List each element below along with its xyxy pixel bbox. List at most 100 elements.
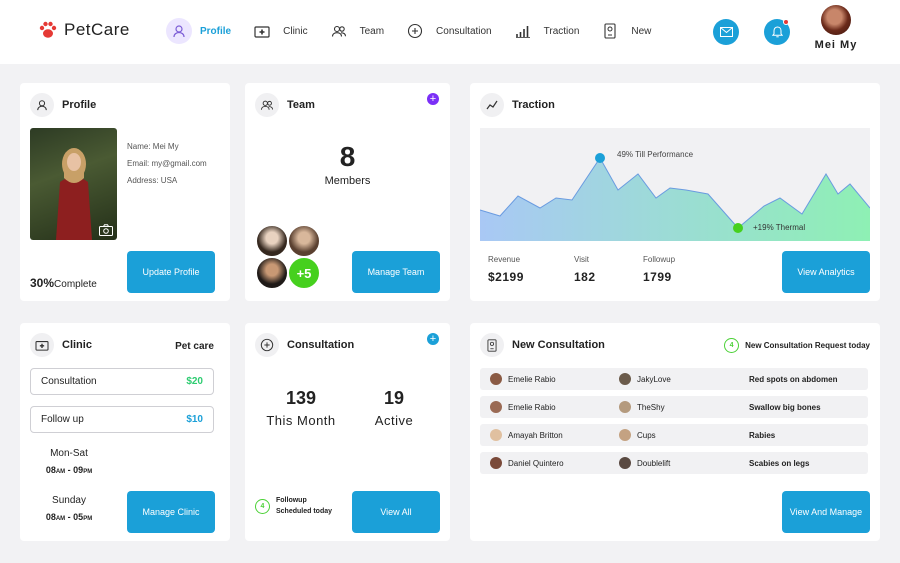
update-profile-button[interactable]: Update Profile bbox=[127, 251, 215, 293]
schedule-time: 08AM - 09PM bbox=[45, 465, 93, 475]
pet-cell: TheShy bbox=[619, 396, 665, 418]
owner-cell: Emelie Rabio bbox=[490, 368, 556, 390]
team-avatar[interactable] bbox=[255, 224, 289, 258]
stat-label: Active bbox=[374, 413, 414, 428]
issue-cell: Red spots on abdomen bbox=[749, 374, 838, 384]
traction-card: Traction 49% Till Performance +19% Therm… bbox=[470, 83, 880, 301]
pet-avatar bbox=[619, 401, 631, 413]
consultation-row[interactable]: Daniel Quintero Doublelift Scabies on le… bbox=[480, 452, 868, 474]
nav-item-team[interactable]: Team bbox=[326, 18, 402, 44]
nav-label: Consultation bbox=[436, 25, 492, 37]
stat-revenue: Revenue $2199 bbox=[488, 255, 524, 284]
new-document-icon bbox=[597, 18, 623, 44]
brand[interactable]: PetCare bbox=[38, 20, 130, 40]
stat-followup: Followup 1799 bbox=[643, 255, 675, 284]
notification-dot bbox=[783, 19, 789, 25]
service-name: Follow up bbox=[41, 414, 84, 425]
paw-logo-icon bbox=[39, 21, 57, 38]
view-and-manage-button[interactable]: View And Manage bbox=[782, 491, 870, 533]
add-consultation-button[interactable]: + bbox=[427, 333, 439, 345]
brand-name: PetCare bbox=[64, 20, 130, 39]
followup-count: 4 bbox=[255, 498, 270, 514]
pet-avatar bbox=[619, 457, 631, 469]
view-all-button[interactable]: View All bbox=[352, 491, 440, 533]
more-members-badge[interactable]: +5 bbox=[287, 256, 321, 290]
team-icon bbox=[326, 18, 352, 44]
avatar bbox=[821, 5, 851, 35]
stat-label: Revenue bbox=[488, 255, 521, 264]
peak-point[interactable] bbox=[595, 153, 605, 163]
manage-team-button[interactable]: Manage Team bbox=[352, 251, 440, 293]
consultation-row[interactable]: Emelie Rabio TheShy Swallow big bones bbox=[480, 396, 868, 418]
manage-clinic-button[interactable]: Manage Clinic bbox=[127, 491, 215, 533]
nav-label: New bbox=[631, 25, 652, 37]
stat-visit: Visit 182 bbox=[574, 255, 596, 284]
nav-label: Profile bbox=[200, 25, 232, 37]
card-header: Clinic bbox=[30, 333, 92, 357]
consultation-row[interactable]: Emelie Rabio JakyLove Red spots on abdom… bbox=[480, 368, 868, 390]
stat-label: This Month bbox=[266, 413, 336, 428]
team-avatar[interactable] bbox=[287, 224, 321, 258]
request-label: New Consultation Request today bbox=[745, 341, 870, 350]
user-menu[interactable]: Mei My bbox=[806, 5, 866, 51]
traction-area-chart bbox=[479, 153, 871, 241]
consultation-row[interactable]: Amayah Britton Cups Rabies bbox=[480, 424, 868, 446]
camera-icon[interactable] bbox=[99, 224, 113, 236]
nav-item-traction[interactable]: Traction bbox=[510, 18, 598, 44]
stat-value: 139 bbox=[285, 388, 317, 408]
new-requests-today: 4 New Consultation Request today bbox=[724, 338, 870, 353]
team-icon bbox=[255, 93, 279, 117]
schedule-days: Mon-Sat bbox=[50, 448, 88, 459]
profile-email-line: Email: my@gmail.com bbox=[127, 159, 207, 168]
owner-cell: Emelie Rabio bbox=[490, 396, 556, 418]
complete-percent: 30% bbox=[30, 276, 55, 290]
nav-label: Team bbox=[359, 25, 385, 37]
profile-address-line: Address: USA bbox=[127, 176, 178, 185]
card-header: Traction bbox=[480, 93, 555, 117]
profile-photo bbox=[30, 128, 117, 240]
owner-avatar bbox=[490, 373, 502, 385]
view-analytics-button[interactable]: View Analytics bbox=[782, 251, 870, 293]
trend-chart-icon bbox=[480, 93, 504, 117]
top-navigation-bar: PetCare Profile Clinic Team Consultation bbox=[0, 0, 900, 64]
stat-value: $2199 bbox=[488, 270, 524, 284]
issue-cell: Rabies bbox=[749, 430, 776, 440]
card-title: Consultation bbox=[287, 339, 355, 351]
nav-item-consultation[interactable]: Consultation bbox=[402, 18, 510, 44]
owner-avatar bbox=[490, 429, 502, 441]
low-point[interactable] bbox=[733, 223, 743, 233]
pet-name: TheShy bbox=[637, 402, 665, 412]
person-figure bbox=[56, 148, 92, 240]
profile-card: Profile Name: Mei My Email: my@gmail.com… bbox=[20, 83, 230, 301]
nav-item-clinic[interactable]: Clinic bbox=[249, 18, 325, 44]
profile-info: Name: Mei My Email: my@gmail.com Address… bbox=[127, 138, 207, 189]
messages-button[interactable] bbox=[713, 19, 739, 45]
stat-value: 1799 bbox=[643, 270, 672, 284]
add-member-button[interactable]: + bbox=[427, 93, 439, 105]
service-price: $10 bbox=[186, 414, 203, 425]
issue-cell: Scabies on legs bbox=[749, 458, 810, 468]
service-consultation[interactable]: Consultation $20 bbox=[30, 368, 214, 395]
new-consultation-card: New Consultation 4 New Consultation Requ… bbox=[470, 323, 880, 541]
service-follow-up[interactable]: Follow up $10 bbox=[30, 406, 214, 433]
team-avatar[interactable] bbox=[255, 256, 289, 290]
bell-icon bbox=[771, 26, 783, 38]
nav-item-new[interactable]: New bbox=[597, 18, 669, 44]
team-card: Team + 8 Members +5 Manage Team bbox=[245, 83, 450, 301]
notifications-button[interactable] bbox=[764, 19, 790, 45]
stat-this-month: 139 This Month bbox=[255, 388, 347, 428]
nav-item-profile[interactable]: Profile bbox=[166, 18, 249, 44]
request-count: 4 bbox=[724, 338, 740, 353]
peak-label: 49% Till Performance bbox=[617, 150, 694, 159]
consultation-card: Consultation + 139 This Month 19 Active … bbox=[245, 323, 450, 541]
owner-avatar bbox=[490, 457, 502, 469]
user-icon bbox=[30, 93, 54, 117]
pet-cell: Cups bbox=[619, 424, 656, 446]
mail-icon bbox=[719, 27, 733, 37]
consultation-icon bbox=[402, 18, 428, 44]
owner-name: Amayah Britton bbox=[508, 430, 563, 440]
pet-name: JakyLove bbox=[637, 374, 671, 384]
stat-label: Visit bbox=[574, 255, 589, 264]
service-price: $20 bbox=[186, 376, 203, 387]
nav-label: Traction bbox=[543, 25, 580, 37]
